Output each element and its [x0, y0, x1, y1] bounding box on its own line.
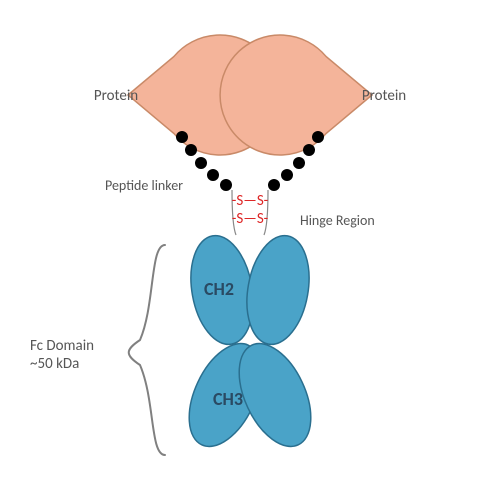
linker-bead-right-1: [303, 144, 315, 156]
fc-fusion-diagram: Protein Protein Peptide linker -S—S--S—S- Hi…: [0, 0, 500, 500]
linker-bead-left-0: [176, 131, 188, 143]
fc-brace: [129, 245, 165, 455]
disulfide-1: -S—S-: [232, 192, 269, 210]
linker-bead-right-0: [312, 131, 324, 143]
linker-bead-left-2: [195, 157, 207, 169]
linker-bead-left-4: [220, 179, 232, 191]
peptide-linker-label: Peptide linker: [105, 177, 183, 194]
protein-right: [220, 35, 372, 155]
ch2-label: CH2: [204, 278, 234, 300]
ch3-label: CH3: [213, 388, 243, 410]
linker-bead-right-3: [281, 169, 293, 181]
linker-bead-right-4: [268, 179, 280, 191]
linker-bead-right-2: [293, 157, 305, 169]
linker-bead-left-3: [207, 169, 219, 181]
fc-domain-label-2: ~50 kDa: [30, 355, 79, 373]
protein-left-label: Protein: [94, 87, 138, 105]
disulfide-2: -S—S-: [232, 210, 269, 228]
hinge-region-label: Hinge Region: [300, 212, 375, 229]
protein-right-label: Protein: [362, 87, 406, 105]
fc-domain-label-1: Fc Domain: [30, 337, 94, 355]
linker-bead-left-1: [185, 144, 197, 156]
ch2-right: [239, 231, 317, 350]
